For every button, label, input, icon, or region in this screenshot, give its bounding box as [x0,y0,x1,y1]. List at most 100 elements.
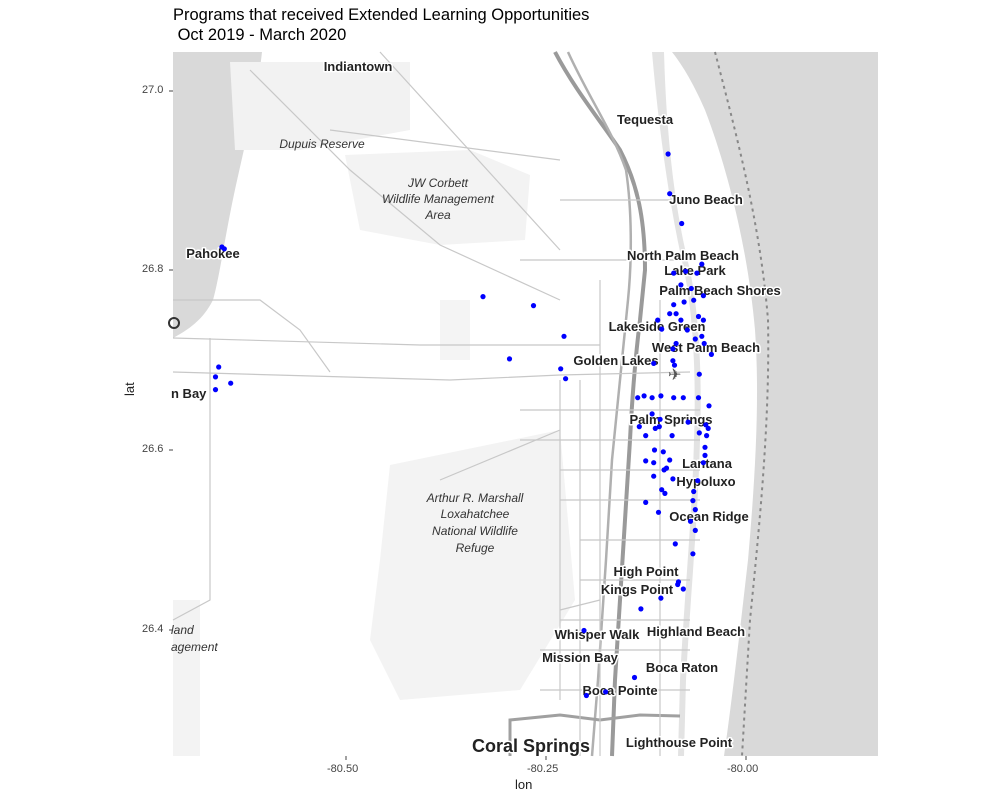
program-point [651,473,657,479]
program-point [672,541,678,547]
place-label: Tequesta [617,112,674,127]
area-everglades-1: land [171,623,194,637]
program-point [228,380,234,386]
program-point [638,606,644,612]
program-point [692,336,698,342]
program-point [603,689,609,695]
place-label: Juno Beach [669,192,743,207]
program-point [678,282,684,288]
place-label: Kings Point [601,582,674,597]
program-point [659,326,665,332]
chart-title-line1: Programs that received Extended Learning… [173,6,590,24]
program-point [655,317,661,323]
minor-roads [172,51,700,756]
program-point [696,371,702,377]
program-point [700,317,707,323]
place-label: Mission Bay [542,650,619,665]
program-point [558,366,564,372]
place-label: Whisper Walk [555,627,641,642]
area-dupuis-reserve: Dupuis Reserve [279,137,365,151]
program-point [673,311,679,317]
program-point [702,452,708,458]
place-label: Ocean Ridge [669,509,748,524]
area-loxahatchee-2: Loxahatchee [441,507,510,521]
program-point [684,327,690,333]
program-point [671,302,677,308]
program-point [641,393,647,399]
program-point [701,340,707,347]
place-label: n Bay [171,386,207,401]
offshore-boundary [714,51,770,757]
place-label: Boca Raton [646,660,718,675]
program-point [212,374,219,380]
program-point [671,362,678,368]
program-point [660,449,666,455]
place-label: Pahokee [186,246,239,261]
place-labels: Indiantown Tequesta Juno Beach Pahokee N… [170,58,783,758]
program-point [704,433,710,439]
program-point [667,191,673,197]
place-label: Golden Lakes [573,353,658,368]
place-label: High Point [614,564,680,579]
program-point [708,351,715,357]
x-tick-label: -80.50 [327,763,359,775]
program-point [216,364,222,370]
program-point [695,478,701,484]
program-point [671,395,677,401]
program-point [690,551,696,557]
program-point [688,285,694,292]
place-label: Indiantown [324,59,393,74]
preserve-area [230,62,410,150]
place-label: Palm Beach Shores [659,283,780,298]
program-point [692,527,698,534]
x-tick-label: -80.00 [727,763,759,775]
program-point [699,333,705,339]
place-label: Coral Springs [472,736,590,756]
program-point [657,416,663,422]
program-point [699,261,705,267]
y-tick-label: 27.0 [142,84,164,96]
program-point [673,340,679,347]
program-point [680,586,686,592]
x-axis-label: lon [515,777,533,792]
atlantic-ocean [672,52,878,756]
everglades-area [173,600,200,756]
program-point [667,457,673,463]
program-point [530,303,537,309]
place-label: North Palm Beach [627,248,739,263]
program-point [649,395,655,401]
program-point [212,387,219,393]
program-point [692,507,698,513]
program-point [694,270,700,276]
y-tick-label: 26.6 [142,443,164,455]
program-point [706,403,712,409]
program-point [691,297,697,303]
place-label: Hypoluxo [676,474,735,489]
program-point [700,460,707,466]
area-loxahatchee-1: Arthur R. Marshall [426,491,524,505]
program-point [670,358,676,364]
program-point [651,360,657,366]
program-point [643,499,649,505]
program-point [651,460,657,466]
airport-icon: ✈ [668,367,681,384]
program-point [563,376,569,382]
program-point [685,419,691,425]
program-point [696,430,702,436]
program-point [679,220,685,227]
program-point [635,395,641,401]
turnpike [566,51,633,757]
program-point [691,488,697,495]
program-point [670,476,676,482]
program-point [687,518,694,524]
program-point [643,458,649,464]
program-point [658,595,664,601]
area-jw-corbett-2: Wildlife Management [382,192,495,206]
place-label: Palm Springs [629,412,712,427]
axis-ticks [169,90,747,760]
y-tick-label: 26.8 [142,263,164,275]
jw-corbett-area [345,150,530,245]
program-point [656,424,662,430]
program-point [506,356,513,362]
